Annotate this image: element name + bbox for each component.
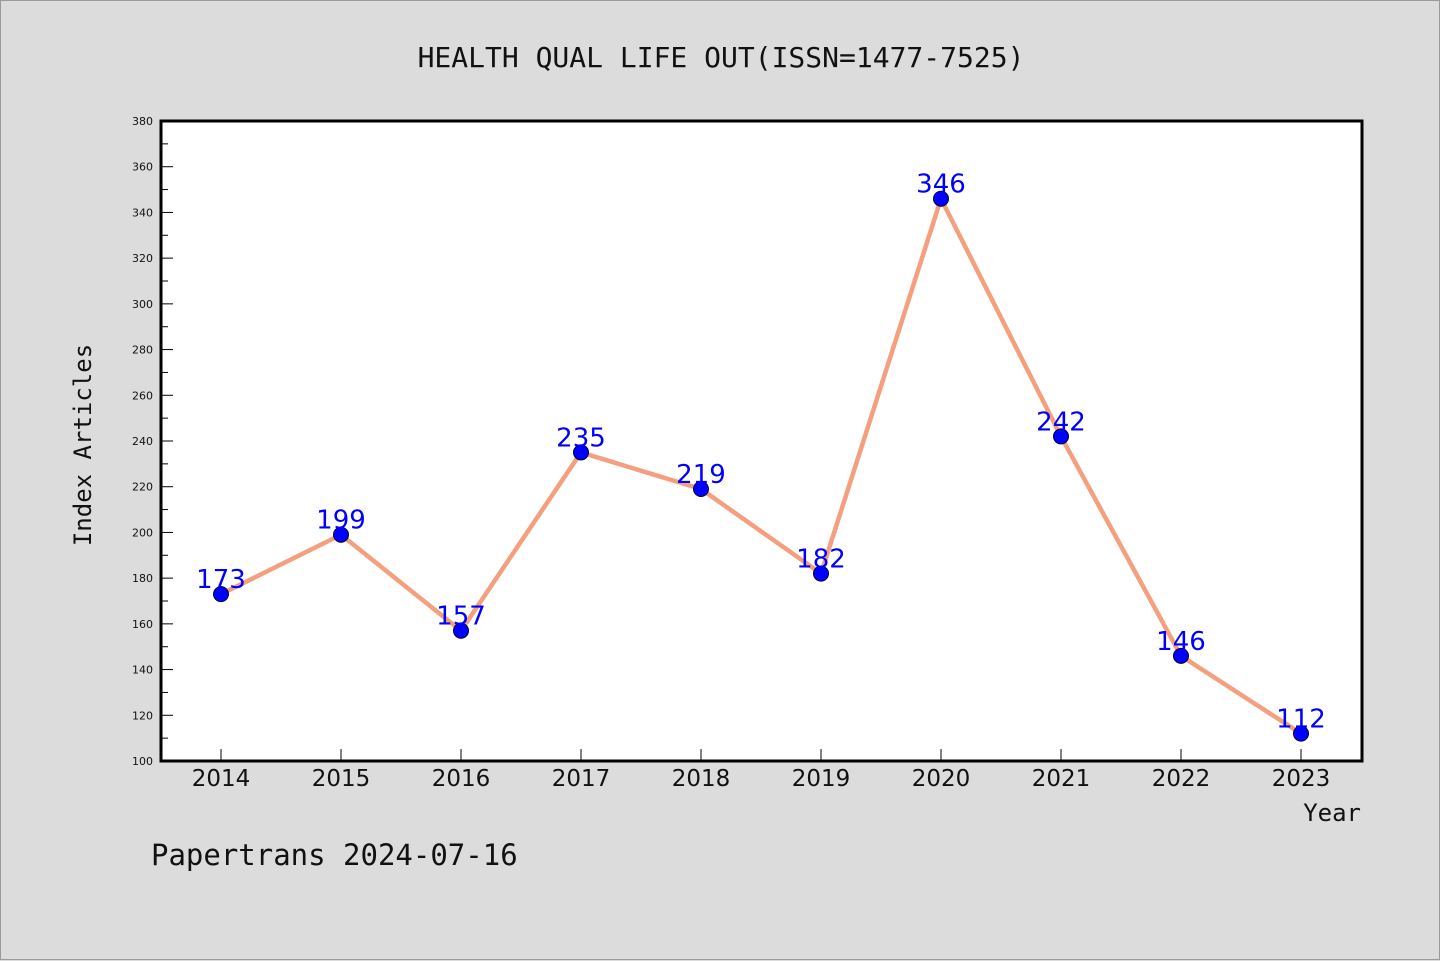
series-line xyxy=(218,196,1304,736)
x-tick-label: 2023 xyxy=(1272,766,1331,792)
data-label: 157 xyxy=(436,602,486,632)
data-label: 346 xyxy=(916,170,966,200)
x-tick-label: 2022 xyxy=(1152,766,1211,792)
data-point xyxy=(1053,428,1069,445)
data-label: 182 xyxy=(796,545,846,575)
y-tick-label: 240 xyxy=(132,435,153,448)
x-tick-label: 2018 xyxy=(672,766,731,792)
data-label: 146 xyxy=(1156,627,1206,657)
x-axis-label: Year xyxy=(1303,799,1361,827)
y-tick-label: 260 xyxy=(132,389,153,402)
data-label: 219 xyxy=(676,460,726,490)
data-point xyxy=(813,565,829,582)
data-labels-group: 173 199 157 235 219 182 346 242 146 112 xyxy=(196,170,1326,735)
series-points-group xyxy=(213,190,1309,742)
y-tick-label: 200 xyxy=(132,526,153,539)
data-point xyxy=(213,586,229,603)
x-tick-label: 2017 xyxy=(552,766,611,792)
data-point xyxy=(1293,725,1309,742)
data-point xyxy=(333,526,349,543)
x-tick-label: 2014 xyxy=(192,766,251,792)
data-label: 173 xyxy=(196,565,246,595)
data-label: 199 xyxy=(316,506,366,536)
chart-title: HEALTH QUAL LIFE OUT(ISSN=1477-7525) xyxy=(418,41,1025,74)
y-tick-label: 320 xyxy=(132,252,153,265)
y-tick-label: 340 xyxy=(132,206,153,219)
y-tick-label: 120 xyxy=(132,709,153,722)
series-line-group xyxy=(218,196,1304,736)
x-tick-label: 2021 xyxy=(1032,766,1091,792)
y-axis-label: Index Articles xyxy=(69,344,97,546)
footer-watermark: Papertrans 2024-07-16 xyxy=(151,838,518,872)
y-tick-label: 380 xyxy=(132,115,153,128)
data-point xyxy=(573,444,589,461)
y-tick-label: 360 xyxy=(132,161,153,174)
y-tick-label: 180 xyxy=(132,572,153,585)
y-tick-label: 160 xyxy=(132,618,153,631)
data-point xyxy=(933,190,949,207)
x-axis: 2014 2015 2016 2017 2018 2019 2020 2021 2022 2023 xyxy=(192,749,1331,792)
data-point xyxy=(693,481,709,497)
x-tick-label: 2019 xyxy=(792,766,851,792)
data-label: 242 xyxy=(1036,407,1086,437)
x-tick-label: 2016 xyxy=(432,766,491,792)
x-tick-label: 2020 xyxy=(912,766,971,792)
data-label: 235 xyxy=(556,423,606,453)
y-tick-label: 100 xyxy=(132,755,153,768)
y-tick-label: 220 xyxy=(132,481,153,494)
data-label: 112 xyxy=(1276,705,1326,735)
plot-area xyxy=(159,119,1364,763)
data-point xyxy=(1173,647,1189,664)
y-tick-label: 140 xyxy=(132,664,153,677)
y-tick-label: 280 xyxy=(132,344,153,357)
y-tick-label: 300 xyxy=(132,298,153,311)
x-tick-label: 2015 xyxy=(312,766,371,792)
y-axis: 100 120 140 160 180 200 220 240 260 280 300 320 340 3… xyxy=(132,115,173,768)
data-point xyxy=(453,622,469,639)
